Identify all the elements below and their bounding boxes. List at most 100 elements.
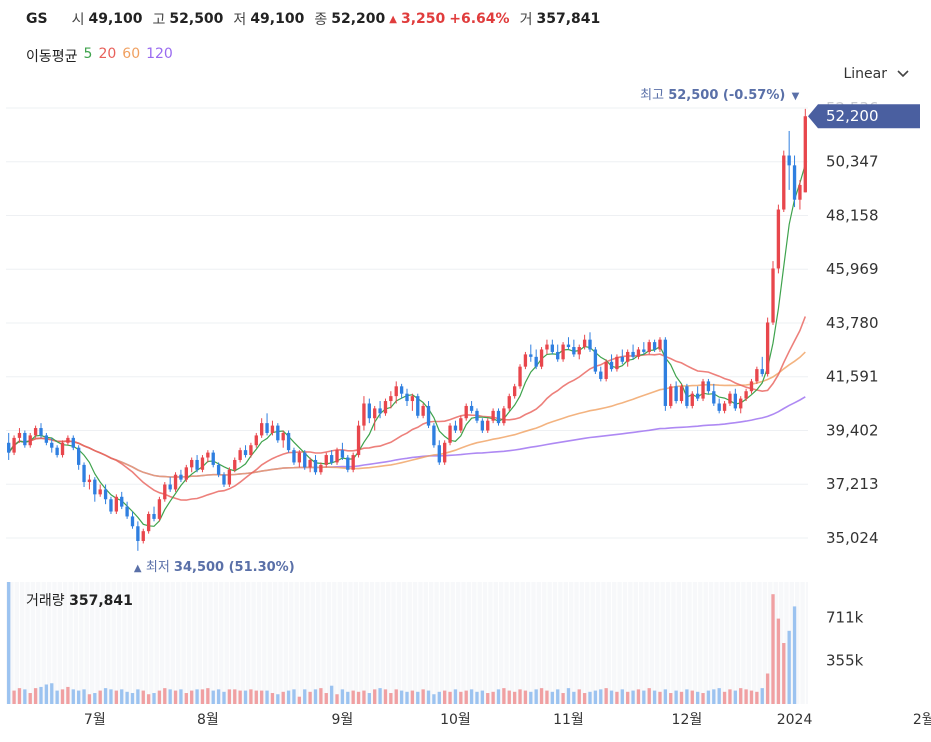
volume-bar xyxy=(7,582,11,704)
candle-body xyxy=(599,371,603,379)
x-axis-label: 12월 xyxy=(672,712,703,728)
volume-bar xyxy=(356,691,361,704)
candle-body xyxy=(76,447,81,465)
volume-bar xyxy=(663,689,668,704)
scale-selector[interactable]: Linear xyxy=(843,66,909,82)
high-annotation-value: 52,500 (-0.57%) xyxy=(668,88,785,103)
ma-20-legend[interactable]: 20 xyxy=(98,46,117,62)
volume-bar xyxy=(652,690,657,704)
volume-bar xyxy=(378,688,382,704)
ma-5-legend[interactable]: 5 xyxy=(83,46,93,62)
candle-body xyxy=(39,428,43,436)
volume-bar xyxy=(620,689,624,704)
volume-bar xyxy=(60,689,65,704)
volume-bar xyxy=(286,690,291,704)
candle-body xyxy=(669,386,673,406)
volume-bar xyxy=(717,688,721,704)
volume-bar xyxy=(163,688,167,704)
low-annotation-value: 34,500 (51.30%) xyxy=(174,560,295,575)
candle-body xyxy=(410,396,415,402)
price-axis-tick: 41,591 xyxy=(826,368,879,386)
volume-bar xyxy=(33,688,38,704)
candle-body xyxy=(760,369,764,375)
volume-bar xyxy=(556,689,560,704)
volume-bar xyxy=(426,690,431,704)
volume-bar xyxy=(475,691,479,704)
candle-body xyxy=(168,484,172,490)
candle-body xyxy=(87,479,92,483)
volume-bar xyxy=(690,690,694,704)
candle-body xyxy=(701,381,705,399)
candle-body xyxy=(437,445,441,463)
volume-bar xyxy=(432,694,436,704)
ma-60-legend[interactable]: 60 xyxy=(122,46,141,62)
volume-bar xyxy=(776,618,781,704)
volume-bar xyxy=(518,689,522,704)
volume-bar xyxy=(292,689,296,704)
volume-bar xyxy=(405,691,409,704)
volume-bar xyxy=(410,690,415,704)
candle-body xyxy=(523,354,528,367)
candle-body xyxy=(362,403,366,426)
quote-header: GS 시 49,100 고 52,500 저 49,100 종 52,200 ▲… xyxy=(26,9,600,29)
volume-bar xyxy=(367,693,371,704)
volume-panel-value: 357,841 xyxy=(69,593,133,609)
volume-bar xyxy=(109,689,113,704)
candle-body xyxy=(685,386,689,406)
volume-bar xyxy=(190,690,194,704)
close-value: 52,200 xyxy=(331,11,386,27)
candle-body xyxy=(146,513,151,532)
volume-bar xyxy=(340,689,345,704)
candle-body xyxy=(593,349,598,372)
volume-bar xyxy=(679,691,684,704)
change-value: 3,250 xyxy=(400,11,446,27)
price-axis-tick: 35,024 xyxy=(826,529,879,547)
candle-body xyxy=(491,410,495,421)
candle-body xyxy=(620,356,624,362)
candle-body xyxy=(432,425,436,446)
candle-body xyxy=(211,452,215,465)
ma-120-legend[interactable]: 120 xyxy=(146,46,173,62)
candle-body xyxy=(378,408,382,414)
volume-panel-title: 거래량 357,841 xyxy=(26,590,133,610)
candle-body xyxy=(448,425,452,443)
volume-bar xyxy=(733,690,738,704)
volume-bar xyxy=(146,694,151,704)
volume-bar xyxy=(755,691,759,704)
candle-body xyxy=(260,423,264,436)
volume-bar xyxy=(114,690,119,704)
volume-axis-tick: 711k xyxy=(826,608,864,626)
volume-bar xyxy=(582,693,587,704)
volume-bar xyxy=(512,691,517,704)
volume-bar xyxy=(71,689,75,704)
candle-body xyxy=(615,356,619,370)
volume-bar xyxy=(168,689,172,704)
x-axis-label: 11월 xyxy=(553,712,584,728)
volume-bar xyxy=(496,689,501,704)
volume-bar xyxy=(599,689,603,704)
volume-bar xyxy=(545,690,549,704)
candle-body xyxy=(114,496,119,512)
volume-bar xyxy=(157,690,162,704)
price-axis-tick: 37,213 xyxy=(826,475,879,493)
candle-body xyxy=(286,432,291,451)
candle-body xyxy=(152,513,156,519)
candle-body xyxy=(265,423,269,433)
candle-body xyxy=(227,469,232,485)
volume-bar xyxy=(173,690,178,704)
volume-bar xyxy=(130,693,135,704)
candle-body xyxy=(459,418,463,431)
volume-bar xyxy=(206,688,210,704)
volume-bar xyxy=(66,686,70,704)
price-axis-tick: 45,969 xyxy=(826,260,879,278)
candle-body xyxy=(373,408,377,419)
candle-body xyxy=(609,361,614,370)
candle-body xyxy=(195,459,199,470)
open-label: 시 xyxy=(71,12,85,28)
volume-bar xyxy=(609,690,614,704)
candle-body xyxy=(249,445,253,456)
volume-bar xyxy=(313,689,318,704)
candle-body xyxy=(50,442,54,448)
volume-bar xyxy=(389,693,393,704)
